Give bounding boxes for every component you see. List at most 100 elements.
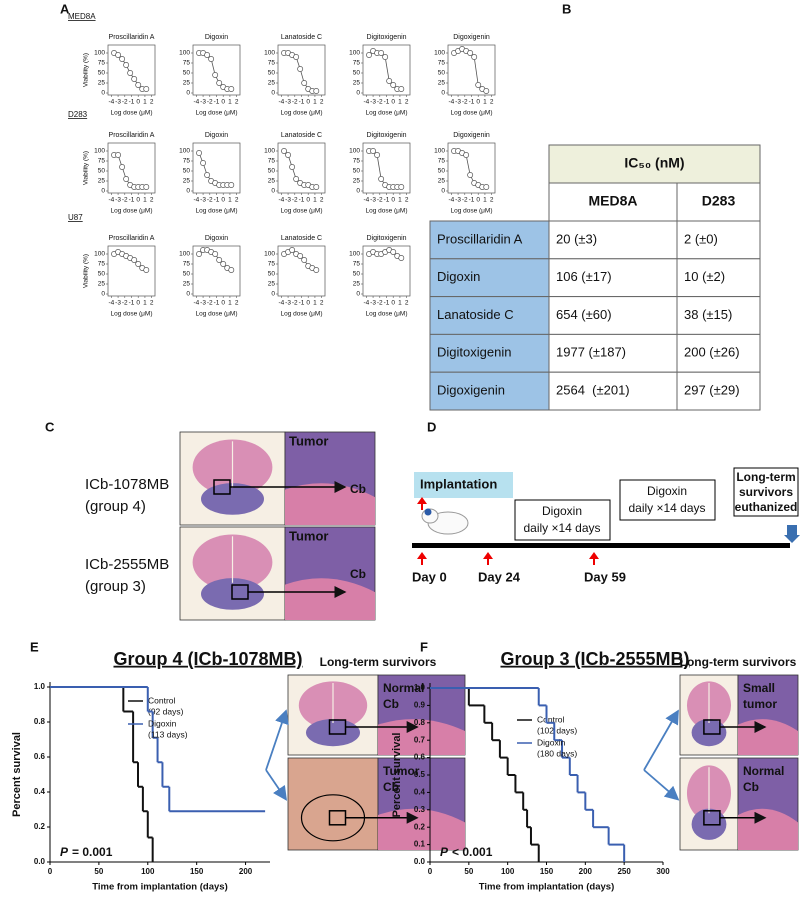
- day-label: Day 24: [478, 569, 521, 584]
- y-tick-label: 25: [183, 281, 191, 288]
- table-value: 2564 (±201): [556, 383, 630, 398]
- x-axis-label: Log dose (μM): [450, 208, 492, 215]
- x-tick-label: 200: [239, 867, 253, 876]
- image-part: [378, 719, 465, 755]
- drug-name: Digitoxigenin: [366, 235, 406, 242]
- x-tick-label: 0: [476, 197, 480, 204]
- table-cell: [676, 220, 761, 260]
- y-tick-label: 75: [98, 60, 106, 67]
- image: [287, 757, 379, 851]
- data-point: [366, 52, 372, 58]
- survivors-title: Long-term survivors: [320, 655, 437, 669]
- y-tick-label: 50: [98, 70, 106, 77]
- x-tick-label: 1: [313, 99, 317, 106]
- x-axis-label: Log dose (μM): [110, 208, 152, 215]
- x-axis-label: Log dose (μM): [110, 110, 152, 117]
- chart-title: Group 3 (ICb-2555MB): [500, 649, 689, 669]
- treatment-drug: Digoxin: [647, 484, 687, 498]
- curve: [369, 150, 402, 188]
- table-cell: [548, 296, 678, 335]
- x-tick-label: -3: [200, 197, 206, 204]
- data-point: [390, 249, 397, 255]
- p-value: = 0.001: [72, 845, 113, 859]
- y-tick-label: 75: [353, 158, 361, 165]
- data-point: [467, 50, 474, 56]
- x-tick-label: -4: [363, 300, 369, 307]
- data-point: [204, 52, 211, 58]
- x-tick-label: 2: [405, 99, 409, 106]
- table-value: 20 (±3): [556, 231, 597, 246]
- x-tick-label: 0: [136, 99, 140, 106]
- x-tick-label: -4: [448, 99, 454, 106]
- x-tick-label: -3: [455, 99, 461, 106]
- data-point: [216, 80, 223, 86]
- x-tick-label: 2: [490, 197, 494, 204]
- y-tick-label: 25: [438, 178, 446, 185]
- x-tick-label: -3: [200, 99, 206, 106]
- treatment-schedule: daily ×14 days: [628, 501, 705, 515]
- data-point: [463, 152, 470, 158]
- x-tick-label: 2: [235, 197, 239, 204]
- x-tick-label: 150: [190, 867, 204, 876]
- drug-name: Digoxin: [205, 235, 228, 242]
- y-tick-label: 0.0: [34, 857, 46, 866]
- y-tick-label: 100: [434, 148, 445, 155]
- data-point: [216, 257, 223, 263]
- x-tick-label: 1: [398, 99, 402, 106]
- table-cell: [429, 296, 550, 335]
- cb-label: Cb: [350, 567, 366, 581]
- y-tick-label: 75: [353, 261, 361, 268]
- x-tick-label: -4: [363, 197, 369, 204]
- data-point: [370, 148, 377, 154]
- table-cell: [676, 182, 761, 222]
- x-tick-label: -2: [377, 300, 383, 307]
- table-value: 654 (±60): [556, 307, 612, 322]
- y-tick-label: 0.6: [34, 752, 46, 761]
- data-point: [313, 88, 320, 94]
- legend-median: (92 days): [148, 706, 184, 716]
- table-cell: [676, 333, 761, 373]
- row-header: Lanatoside C: [437, 307, 514, 322]
- image-label: Tumor: [383, 764, 420, 778]
- x-axis-label: Log dose (μM): [280, 208, 322, 215]
- data-point: [301, 257, 308, 263]
- day-label: Day 0: [412, 569, 447, 584]
- x-tick-label: -2: [207, 300, 213, 307]
- x-axis-label: Log dose (μM): [280, 110, 322, 117]
- y-tick-label: 25: [353, 80, 361, 87]
- x-tick-label: -3: [285, 197, 291, 204]
- x-tick-label: 2: [490, 99, 494, 106]
- data-point: [212, 72, 219, 78]
- x-tick-label: 0: [221, 99, 225, 106]
- table-cell: [429, 371, 550, 411]
- y-tick-label: 0.1: [414, 840, 426, 849]
- x-tick-label: -2: [462, 99, 468, 106]
- x-tick-label: 100: [141, 867, 155, 876]
- data-point: [293, 54, 300, 60]
- x-tick-label: 150: [540, 867, 554, 876]
- data-point: [115, 152, 122, 158]
- x-tick-label: 50: [464, 867, 473, 876]
- y-tick-label: 25: [268, 281, 276, 288]
- y-tick-label: 50: [353, 168, 361, 175]
- x-tick-label: -1: [384, 300, 390, 307]
- data-point: [483, 184, 490, 190]
- table-title: IC₅₀ (nM): [624, 155, 684, 171]
- tumor-label: Tumor: [289, 433, 328, 448]
- blue-arrow: [784, 525, 800, 543]
- legend-label: Control: [537, 714, 565, 724]
- day-label: Day 59: [584, 569, 626, 584]
- y-tick-label: 75: [438, 158, 446, 165]
- data-point: [398, 86, 405, 92]
- p-value: < 0.001: [452, 845, 493, 859]
- y-tick-label: 100: [264, 251, 275, 258]
- y-tick-label: 50: [183, 168, 191, 175]
- x-tick-label: -3: [370, 99, 376, 106]
- x-axis-label: Log dose (μM): [365, 110, 407, 117]
- x-tick-label: -2: [462, 197, 468, 204]
- data-point: [143, 86, 150, 92]
- x-tick-label: 0: [48, 867, 53, 876]
- row-header: Digitoxigenin: [437, 345, 511, 360]
- y-axis-label: Viability (%): [83, 151, 90, 185]
- y-tick-label: 50: [268, 70, 276, 77]
